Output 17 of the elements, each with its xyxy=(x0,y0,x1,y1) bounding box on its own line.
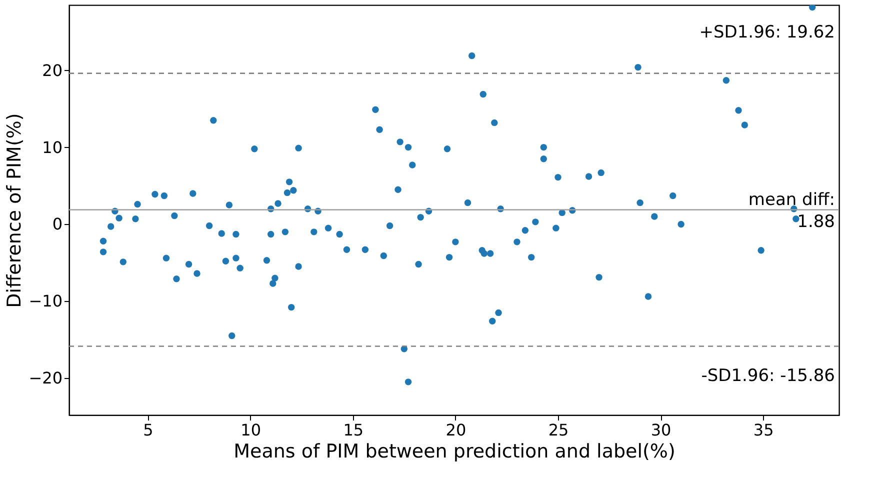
y-tick-label: −20 xyxy=(28,368,62,388)
y-tick-label: 10 xyxy=(42,138,62,157)
x-tick-label: 30 xyxy=(650,420,672,440)
x-tick-label: 35 xyxy=(753,420,774,440)
x-tick-label: 25 xyxy=(548,420,569,440)
ref-line-label: -SD1.96: -15.86 xyxy=(701,366,835,386)
x-tick-label: 10 xyxy=(240,420,261,440)
x-tick-label: 15 xyxy=(343,420,364,440)
y-tick-label: 20 xyxy=(42,60,62,80)
x-tick-label: 5 xyxy=(143,420,154,440)
x-tick-label: 20 xyxy=(446,420,466,440)
ref-line-label: +SD1.96: 19.62 xyxy=(699,22,835,42)
y-tick-label: −10 xyxy=(28,292,62,311)
y-axis-title: Difference of PIM(%) xyxy=(4,113,26,308)
y-tick-label: 0 xyxy=(52,214,62,234)
ref-line-label: mean diff: 1.88 xyxy=(748,190,835,232)
x-axis-title: Means of PIM between prediction and label(%) xyxy=(234,440,676,462)
